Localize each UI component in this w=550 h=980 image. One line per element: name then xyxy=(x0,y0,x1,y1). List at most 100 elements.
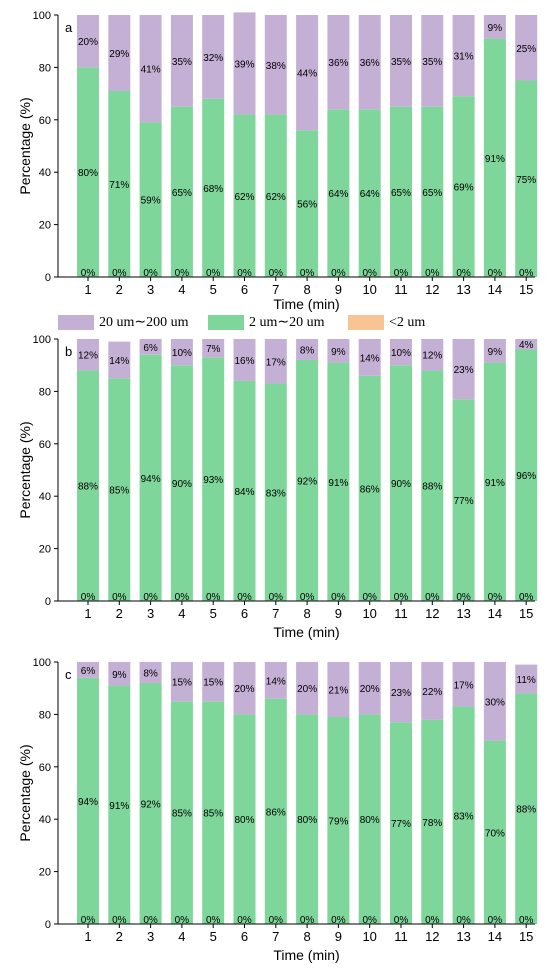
panel-c-x-tick-label-13: 13 xyxy=(456,929,470,944)
panel-a-bar-coarse-1 xyxy=(77,15,99,68)
panel-b-bar-coarse-10 xyxy=(358,339,381,376)
panel-a-bar-coarse-5 xyxy=(202,15,225,99)
panel-a-bar-medium-11 xyxy=(390,106,412,277)
panel-a-label-medium-9: 64% xyxy=(328,189,348,200)
panel-c-label-fine-8: 0% xyxy=(300,915,315,926)
panel-c-bar-coarse-5 xyxy=(202,662,225,702)
panel-b-bar-coarse-9 xyxy=(327,339,350,363)
panel-a-bar-coarse-9 xyxy=(327,15,350,110)
panel-b-label-medium-8: 92% xyxy=(297,476,317,487)
panel-c-x-tick-label-8: 8 xyxy=(303,929,310,944)
panel-c-y-tick-label-60: 60 xyxy=(39,762,51,774)
panel-a-bar-medium-1 xyxy=(77,67,99,278)
panel-a-label-fine-6: 0% xyxy=(237,268,252,279)
panel-c-label-medium-9: 79% xyxy=(328,817,348,828)
panel-b-bar-coarse-2 xyxy=(108,341,131,379)
panel-a-x-tick-label-10: 10 xyxy=(362,282,376,297)
panel-b-label-coarse-13: 23% xyxy=(454,365,474,376)
panel-c-label-coarse-15: 11% xyxy=(517,675,536,686)
panel-c-label-medium-13: 83% xyxy=(454,811,474,822)
panel-b-label-medium-15: 96% xyxy=(516,471,536,482)
panel-c-bar-medium-1 xyxy=(77,677,99,924)
panel-b-label-medium-7: 83% xyxy=(266,488,286,499)
panel-c-x-tick-label-6: 6 xyxy=(241,929,248,944)
panel-b-label-fine-9: 0% xyxy=(331,592,346,603)
panel-b-bar-medium-10 xyxy=(358,375,381,601)
panel-b-label-fine-11: 0% xyxy=(394,592,409,603)
panel-b-label-coarse-6: 16% xyxy=(234,356,254,367)
panel-a-label-medium-7: 62% xyxy=(266,192,286,203)
panel-a-label-fine-5: 0% xyxy=(206,268,221,279)
panel-c-label-medium-12: 78% xyxy=(422,818,442,829)
panel-a-label-medium-12: 65% xyxy=(422,188,442,199)
panel-a-label-fine-4: 0% xyxy=(175,268,190,279)
panel-a-y-tick-label-20: 20 xyxy=(39,220,51,232)
legend-swatch-fine xyxy=(348,315,384,330)
panel-a-bar-coarse-4 xyxy=(170,15,193,107)
panel-a-x-tick-label-7: 7 xyxy=(272,282,279,297)
panel-c-label-fine-10: 0% xyxy=(362,915,377,926)
panel-b-label-medium-2: 85% xyxy=(109,486,129,497)
panel-a-label-fine-8: 0% xyxy=(300,268,315,279)
panel-c-y-tick-label-20: 20 xyxy=(39,867,51,879)
panel-b-label-coarse-5: 7% xyxy=(206,344,221,355)
panel-a-y-tick-label-40: 40 xyxy=(39,167,51,179)
panel-a-x-tick-label-12: 12 xyxy=(425,282,439,297)
panel-c-y-tick-label-40: 40 xyxy=(39,814,51,826)
panel-c-x-tick-label-4: 4 xyxy=(178,929,185,944)
panel-c-bar-coarse-9 xyxy=(327,662,350,718)
panel-a-label-fine-9: 0% xyxy=(331,268,346,279)
panel-c-bar-medium-9 xyxy=(327,717,350,924)
panel-b-y-tick-label-80: 80 xyxy=(39,386,51,398)
panel-a-label-fine-15: 0% xyxy=(519,268,534,279)
panel-b-label-fine-4: 0% xyxy=(175,592,190,603)
panel-a-label-coarse-13: 31% xyxy=(454,52,474,63)
panel-a-y-tick-label-80: 80 xyxy=(39,62,51,74)
panel-b-bar-medium-3 xyxy=(139,354,162,601)
panel-a-label-fine-13: 0% xyxy=(456,268,471,279)
panel-c-label-coarse-7: 14% xyxy=(266,676,286,687)
panel-c-label-coarse-13: 17% xyxy=(454,680,474,691)
panel-b-label-fine-1: 0% xyxy=(81,592,96,603)
panel-b-label-coarse-14: 9% xyxy=(488,347,503,358)
panel-a-label-coarse-12: 35% xyxy=(422,57,442,68)
panel-a-bar-medium-15 xyxy=(515,80,538,277)
panel-b-label-medium-11: 90% xyxy=(391,479,411,490)
panel-c-x-tick-label-3: 3 xyxy=(147,929,154,944)
panel-a-x-tick-label-14: 14 xyxy=(488,282,502,297)
panel-c-label-medium-5: 85% xyxy=(203,809,223,820)
panel-a-label-coarse-2: 29% xyxy=(109,49,129,60)
panel-a-bar-coarse-8 xyxy=(296,15,319,131)
panel-c-label-fine-4: 0% xyxy=(175,915,190,926)
panel-a-bar-coarse-10 xyxy=(358,15,381,110)
panel-a-bar-coarse-11 xyxy=(390,15,412,107)
panel-a-bar-medium-4 xyxy=(170,106,193,277)
panel-a-label-fine-11: 0% xyxy=(394,268,409,279)
panel-b-label-coarse-10: 14% xyxy=(360,353,380,364)
panel-b-bar-medium-7 xyxy=(264,383,287,601)
panel-c-label-coarse-5: 15% xyxy=(203,678,223,689)
panel-c-x-axis-title: Time (min) xyxy=(273,947,339,963)
panel-c-bar-coarse-7 xyxy=(264,662,287,699)
panel-b-x-tick-label-15: 15 xyxy=(519,606,533,621)
legend: 20 um∼200 um 2 um∼20 um <2 um xyxy=(58,314,550,332)
panel-c-label-coarse-4: 15% xyxy=(172,678,192,689)
panel-b-y-tick-label-60: 60 xyxy=(39,439,51,451)
panel-c-bar-coarse-2 xyxy=(108,662,131,686)
panel-a-bar-coarse-3 xyxy=(139,15,162,123)
panel-c-label-fine-15: 0% xyxy=(519,915,534,926)
panel-a-bar-medium-13 xyxy=(452,96,475,277)
panel-c-x-tick-label-11: 11 xyxy=(394,929,408,944)
panel-b-label-medium-12: 88% xyxy=(422,482,442,493)
panel-b-bar-coarse-5 xyxy=(202,339,225,358)
panel-c-label-medium-3: 92% xyxy=(141,799,161,810)
panel-b-label-fine-15: 0% xyxy=(519,592,534,603)
panel-a-label-coarse-9: 36% xyxy=(328,58,348,69)
panel-c-bar-medium-13 xyxy=(452,706,475,924)
panel-b-bar-medium-11 xyxy=(390,365,412,601)
panel-b-x-tick-label-1: 1 xyxy=(84,606,91,621)
panel-a-x-tick-label-5: 5 xyxy=(210,282,217,297)
panel-b-x-tick-label-11: 11 xyxy=(394,606,408,621)
panel-a-label-fine-7: 0% xyxy=(269,268,284,279)
panel-a-bar-coarse-13 xyxy=(452,15,475,97)
